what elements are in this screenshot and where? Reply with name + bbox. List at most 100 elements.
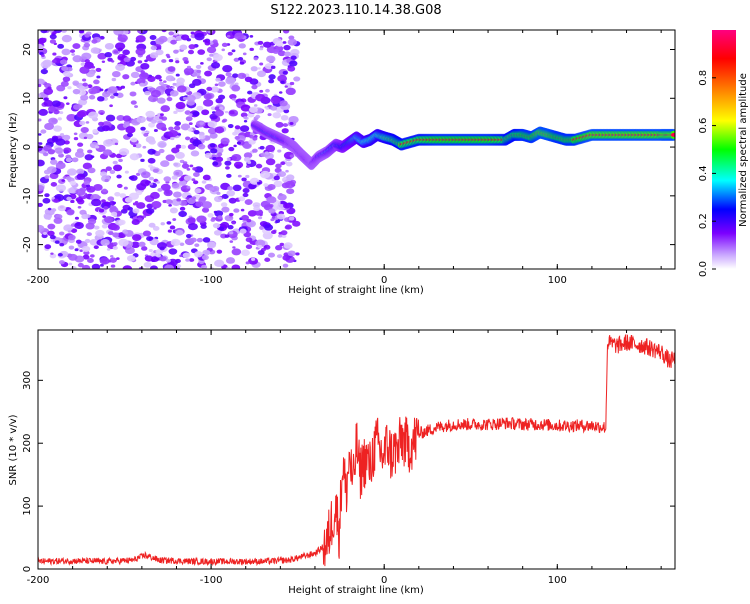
noise-speckle <box>288 216 295 221</box>
noise-speckle <box>118 219 126 225</box>
noise-speckle <box>221 193 229 199</box>
noise-speckle <box>182 57 189 62</box>
noise-speckle <box>224 160 232 166</box>
noise-speckle <box>233 57 240 62</box>
noise-speckle <box>129 215 134 219</box>
frequency-ridge <box>250 119 675 171</box>
noise-speckle <box>148 222 156 228</box>
noise-speckle <box>146 236 154 242</box>
noise-speckle <box>92 129 99 134</box>
noise-speckle <box>245 164 250 168</box>
noise-speckle <box>87 257 94 263</box>
noise-speckle <box>173 49 179 54</box>
noise-speckle <box>118 158 123 163</box>
noise-speckle <box>282 123 289 127</box>
noise-speckle <box>288 35 295 40</box>
noise-speckle <box>160 222 165 226</box>
noise-speckle <box>139 82 145 87</box>
noise-speckle <box>187 217 196 224</box>
noise-speckle <box>61 30 67 33</box>
noise-speckle <box>248 106 258 114</box>
noise-speckle <box>38 202 43 207</box>
noise-speckle <box>251 84 258 90</box>
noise-speckle <box>70 228 78 233</box>
noise-speckle <box>147 75 156 82</box>
noise-speckle <box>113 50 119 54</box>
noise-speckle <box>101 125 110 132</box>
noise-speckle <box>116 183 123 188</box>
noise-speckle <box>48 117 58 125</box>
noise-speckle <box>245 261 250 265</box>
noise-speckle <box>271 216 276 219</box>
noise-speckle <box>69 180 77 186</box>
noise-speckle <box>201 207 210 213</box>
noise-speckle <box>141 246 148 251</box>
noise-speckle <box>126 132 133 138</box>
noise-speckle <box>60 80 69 87</box>
noise-speckle <box>49 235 56 240</box>
noise-speckle <box>156 97 166 104</box>
noise-speckle <box>96 75 101 79</box>
noise-speckle <box>169 207 178 214</box>
noise-speckle <box>241 249 250 256</box>
noise-speckle <box>68 245 75 250</box>
y-tick-label: -10 <box>22 188 33 204</box>
noise-speckle <box>47 217 51 220</box>
noise-speckle <box>207 213 214 218</box>
noise-speckle <box>109 254 114 258</box>
noise-speckle <box>42 197 51 204</box>
noise-speckle <box>256 70 266 78</box>
noise-speckle <box>278 171 287 177</box>
noise-speckle <box>99 257 110 265</box>
noise-speckle <box>232 184 242 192</box>
noise-speckle <box>238 43 246 49</box>
noise-speckle <box>163 176 172 182</box>
noise-speckle <box>188 122 193 126</box>
noise-speckle <box>225 166 230 170</box>
noise-speckle <box>156 180 160 184</box>
noise-speckle <box>155 249 163 255</box>
ridge-core <box>670 132 675 137</box>
noise-speckle <box>212 222 221 229</box>
noise-speckle <box>163 80 167 83</box>
noise-speckle <box>111 224 120 231</box>
noise-speckle <box>38 133 42 136</box>
noise-speckle <box>289 81 295 86</box>
noise-speckle <box>72 43 81 49</box>
noise-speckle <box>259 62 264 66</box>
noise-speckle <box>244 199 253 205</box>
noise-speckle <box>103 201 111 207</box>
noise-speckle <box>167 66 176 72</box>
noise-speckle <box>72 55 83 63</box>
noise-speckle <box>266 196 277 204</box>
noise-speckle <box>135 35 146 43</box>
noise-speckle <box>140 158 145 163</box>
noise-speckle <box>163 189 173 197</box>
noise-speckle <box>131 241 140 249</box>
noise-speckle <box>188 258 195 262</box>
noise-speckle <box>38 142 43 145</box>
noise-speckle <box>270 65 276 69</box>
noise-speckle <box>43 169 51 175</box>
noise-speckle <box>244 76 253 83</box>
noise-speckle <box>137 30 144 34</box>
noise-speckle <box>179 242 185 246</box>
noise-speckle <box>144 255 154 262</box>
noise-speckle <box>151 200 162 209</box>
noise-speckle <box>47 106 56 113</box>
noise-speckle <box>224 214 234 222</box>
noise-speckle <box>190 31 195 35</box>
noise-speckle <box>276 213 286 220</box>
noise-speckle <box>183 67 194 75</box>
y-tick-label: 10 <box>22 92 33 105</box>
noise-speckle <box>87 149 93 154</box>
noise-speckle <box>212 161 219 166</box>
noise-speckle <box>160 160 170 168</box>
noise-speckle <box>221 48 225 52</box>
noise-speckle <box>268 74 276 80</box>
noise-speckle <box>112 242 118 246</box>
noise-speckle <box>188 44 196 50</box>
noise-speckle <box>125 246 135 255</box>
noise-speckle <box>175 151 185 159</box>
noise-speckle <box>134 105 139 109</box>
